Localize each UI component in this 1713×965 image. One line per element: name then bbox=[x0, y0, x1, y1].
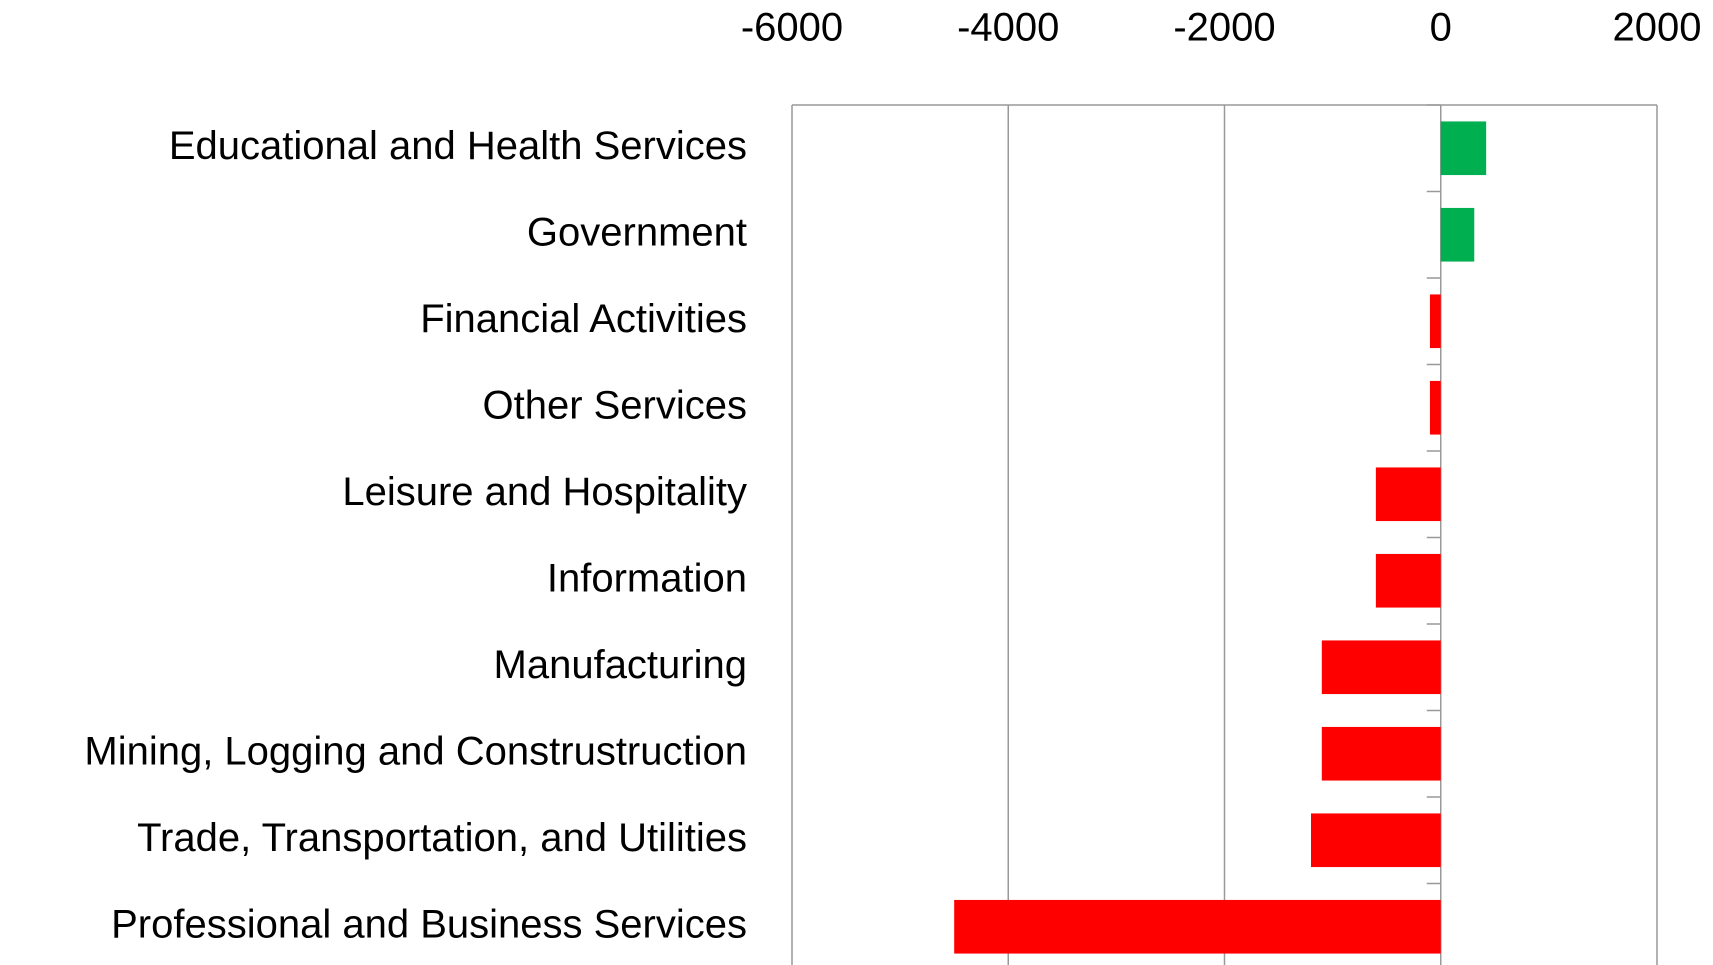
y-tick-label: Professional and Business Services bbox=[111, 902, 747, 946]
bar bbox=[954, 899, 1441, 954]
y-tick-label: Manufacturing bbox=[494, 643, 747, 687]
bar bbox=[1321, 726, 1441, 781]
y-tick-label: Mining, Logging and Construstruction bbox=[84, 729, 747, 773]
x-tick-label: -4000 bbox=[957, 6, 1059, 50]
y-tick-label: Educational and Health Services bbox=[169, 124, 747, 168]
bar bbox=[1375, 553, 1441, 608]
x-tick-label: 2000 bbox=[1613, 6, 1702, 50]
y-tick-label: Leisure and Hospitality bbox=[342, 470, 747, 514]
bar bbox=[1440, 207, 1475, 262]
y-tick-label: Financial Activities bbox=[420, 297, 747, 341]
bar bbox=[1429, 294, 1441, 349]
bar bbox=[1429, 380, 1441, 435]
x-tick-label: -6000 bbox=[741, 6, 843, 50]
y-tick-label: Other Services bbox=[482, 383, 747, 427]
bar bbox=[1440, 121, 1487, 176]
y-tick-label: Trade, Transportation, and Utilities bbox=[137, 816, 747, 860]
bar bbox=[1375, 467, 1441, 522]
bar bbox=[1311, 813, 1441, 868]
x-tick-label: 0 bbox=[1430, 6, 1452, 50]
bar bbox=[1321, 640, 1441, 695]
y-tick-label: Information bbox=[547, 556, 747, 600]
x-tick-label: -2000 bbox=[1173, 6, 1275, 50]
y-tick-label: Government bbox=[527, 210, 747, 254]
